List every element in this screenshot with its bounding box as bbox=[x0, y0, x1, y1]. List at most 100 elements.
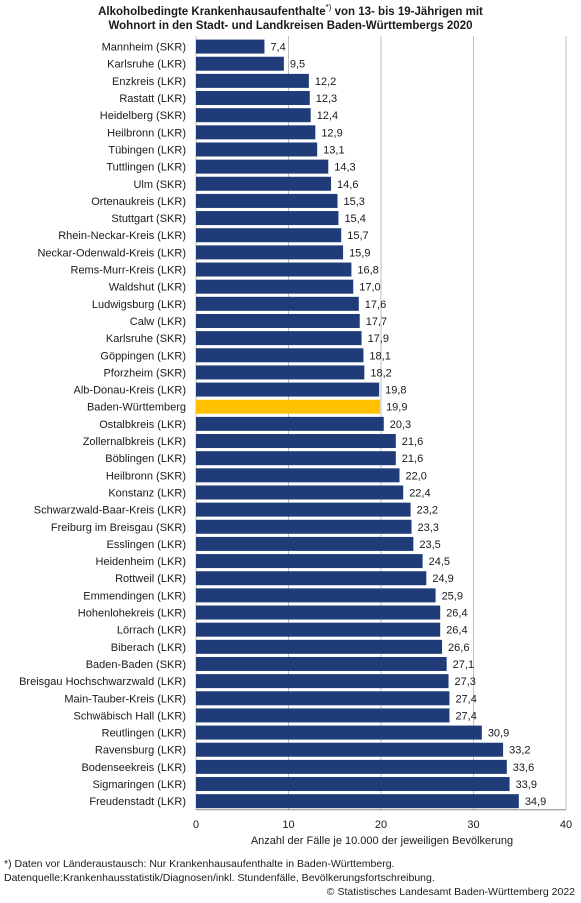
category-label: Ulm (SKR) bbox=[133, 179, 186, 191]
bar bbox=[196, 622, 441, 637]
value-label: 33,6 bbox=[513, 762, 534, 774]
category-label: Konstanz (LKR) bbox=[108, 487, 186, 499]
category-label: Schwäbisch Hall (LKR) bbox=[74, 710, 186, 722]
chart-title: Alkoholbedingte Krankenhausaufenthalte*)… bbox=[0, 1, 581, 33]
category-label: Biberach (LKR) bbox=[111, 642, 186, 654]
value-label: 9,5 bbox=[290, 59, 305, 71]
value-label: 15,3 bbox=[344, 196, 365, 208]
value-label: 7,4 bbox=[270, 42, 285, 54]
bar bbox=[196, 73, 309, 88]
bar bbox=[196, 674, 449, 689]
value-label: 22,4 bbox=[409, 487, 430, 499]
bar bbox=[196, 228, 342, 243]
category-label: Hohenlohekreis (LKR) bbox=[78, 608, 186, 620]
category-label: Rastatt (LKR) bbox=[119, 93, 186, 105]
x-tick-label: 20 bbox=[375, 819, 387, 831]
value-label: 15,7 bbox=[347, 230, 368, 242]
category-label: Stuttgart (SKR) bbox=[111, 213, 186, 225]
category-label: Baden-Württemberg bbox=[87, 402, 186, 414]
bar bbox=[196, 434, 396, 449]
x-tick-label: 30 bbox=[467, 819, 479, 831]
category-label: Enzkreis (LKR) bbox=[112, 76, 186, 88]
category-label: Sigmaringen (LKR) bbox=[92, 779, 186, 791]
category-label: Lörrach (LKR) bbox=[117, 625, 186, 637]
value-label: 13,1 bbox=[323, 144, 344, 156]
x-tick-label: 10 bbox=[282, 819, 294, 831]
category-labels: Mannheim (SKR) Karlsruhe (LKR) Enzkreis (L… bbox=[19, 42, 186, 809]
category-label: Bodenseekreis (LKR) bbox=[81, 762, 186, 774]
value-label: 23,3 bbox=[418, 522, 439, 534]
category-label: Alb-Donau-Kreis (LKR) bbox=[74, 385, 186, 397]
category-label: Böblingen (LKR) bbox=[105, 453, 186, 465]
bar bbox=[196, 451, 396, 466]
bar bbox=[196, 262, 352, 277]
bar bbox=[196, 502, 411, 517]
value-label: 19,9 bbox=[386, 402, 407, 414]
bar bbox=[196, 348, 364, 363]
value-label: 12,9 bbox=[321, 127, 342, 139]
value-label: 12,3 bbox=[316, 93, 337, 105]
category-label: Breisgau Hochschwarzwald (LKR) bbox=[19, 676, 186, 688]
bar bbox=[196, 639, 443, 654]
chart-title-continued: von 13- bis 19-Jährigen mit bbox=[331, 5, 483, 18]
category-label: Mannheim (SKR) bbox=[102, 42, 186, 54]
data-source: Datenquelle:Krankenhausstatistik/Diagnos… bbox=[4, 872, 435, 884]
value-label: 12,4 bbox=[317, 110, 338, 122]
bar bbox=[196, 245, 344, 260]
value-label: 22,0 bbox=[406, 470, 427, 482]
value-label: 26,4 bbox=[446, 608, 467, 620]
bar bbox=[196, 211, 339, 226]
category-label: Rhein-Neckar-Kreis (LKR) bbox=[58, 230, 186, 242]
bar bbox=[196, 794, 519, 809]
chart-title-line-2: Wohnort in den Stadt- und Landkreisen Ba… bbox=[108, 19, 473, 32]
category-label: Baden-Baden (SKR) bbox=[86, 659, 186, 671]
bar bbox=[196, 485, 404, 500]
bar bbox=[196, 125, 316, 140]
bar bbox=[196, 313, 360, 328]
category-label: Calw (LKR) bbox=[130, 316, 186, 328]
value-label: 16,8 bbox=[357, 265, 378, 277]
bar bbox=[196, 331, 362, 346]
bar bbox=[196, 519, 412, 534]
value-label: 26,6 bbox=[448, 642, 469, 654]
category-label: Main-Tauber-Kreis (LKR) bbox=[64, 693, 186, 705]
bar bbox=[196, 588, 436, 603]
value-label: 30,9 bbox=[488, 728, 509, 740]
chart-title-line-1: Alkoholbedingte Krankenhausaufenthalte*)… bbox=[0, 1, 581, 19]
category-label: Heilbronn (SKR) bbox=[106, 470, 186, 482]
bar bbox=[196, 279, 354, 294]
value-label: 33,2 bbox=[509, 745, 530, 757]
value-label: 17,0 bbox=[359, 282, 380, 294]
category-label: Neckar-Odenwald-Kreis (LKR) bbox=[37, 247, 186, 259]
value-label: 17,7 bbox=[366, 316, 387, 328]
bar bbox=[196, 605, 441, 620]
bar bbox=[196, 56, 284, 71]
value-label: 15,4 bbox=[344, 213, 365, 225]
bar bbox=[196, 554, 423, 569]
chart-title-main: Alkoholbedingte Krankenhausaufenthalte bbox=[98, 5, 326, 18]
category-label: Emmendingen (LKR) bbox=[83, 590, 186, 602]
bar bbox=[196, 296, 359, 311]
bar bbox=[196, 536, 414, 551]
category-label: Ravensburg (LKR) bbox=[95, 745, 186, 757]
x-tick-label: 0 bbox=[193, 819, 199, 831]
value-label: 19,8 bbox=[385, 385, 406, 397]
value-label: 15,9 bbox=[349, 247, 370, 259]
category-label: Ostalbkreis (LKR) bbox=[99, 419, 186, 431]
bar bbox=[196, 656, 447, 671]
value-label: 23,2 bbox=[417, 505, 438, 517]
value-label: 27,4 bbox=[455, 710, 476, 722]
bar bbox=[196, 365, 365, 380]
bar bbox=[196, 708, 450, 723]
chart-title-footnote-marker: *) bbox=[325, 3, 332, 12]
bar bbox=[196, 176, 332, 191]
bar bbox=[196, 159, 329, 174]
bar bbox=[196, 742, 504, 757]
value-label: 17,6 bbox=[365, 299, 386, 311]
category-label: Tübingen (LKR) bbox=[108, 144, 186, 156]
value-label: 23,5 bbox=[419, 539, 440, 551]
bar bbox=[196, 571, 427, 586]
category-label: Reutlingen (LKR) bbox=[102, 728, 186, 740]
value-labels: 7,4 9,5 12,2 12,3 12,4 12,9 13,1 14,3 14,6 15,3 15… bbox=[270, 42, 546, 809]
value-label: 24,9 bbox=[432, 573, 453, 585]
